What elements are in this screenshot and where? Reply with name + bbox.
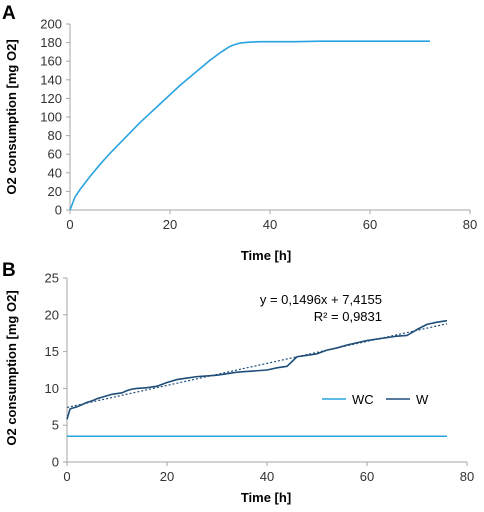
y-axis-title-a: O2 consumption [mg O2] <box>4 39 19 194</box>
r-squared-label: R² = 0,9831 <box>314 309 382 324</box>
x-ticks-b: 0 20 40 60 80 <box>63 462 474 484</box>
y-tick-label: 120 <box>40 91 62 106</box>
trendline-equation: y = 0,1496x + 7,4155 <box>260 292 382 307</box>
y-tick-label: 5 <box>52 418 59 433</box>
y-tick-label: 140 <box>40 72 62 87</box>
y-tick-label: 0 <box>55 203 62 218</box>
legend-label-w: W <box>416 392 429 407</box>
trendline <box>66 323 448 409</box>
axes-a <box>69 24 470 211</box>
x-tick-label: 20 <box>163 217 177 232</box>
plot-area-b <box>66 319 448 438</box>
y-tick-label: 200 <box>40 17 62 32</box>
panel-a: A O2 consumption [mg O2] Time [h] 0 20 40 6… <box>2 3 477 263</box>
y-tick-label: 20 <box>48 184 62 199</box>
x-axis-title-b: Time [h] <box>241 490 291 505</box>
x-tick-label: 0 <box>63 469 70 484</box>
y-axis-title-b: O2 consumption [mg O2] <box>4 290 19 445</box>
y-tick-label: 180 <box>40 35 62 50</box>
y-tick-label: 100 <box>40 110 62 125</box>
x-axis-title-a: Time [h] <box>241 248 291 263</box>
x-tick-label: 20 <box>160 469 174 484</box>
legend-label-wc: WC <box>352 392 374 407</box>
x-ticks-a: 0 20 40 60 80 <box>66 210 477 232</box>
x-tick-label: 40 <box>263 217 277 232</box>
legend: WC W <box>322 392 429 407</box>
y-ticks-b: 0 5 10 15 20 25 <box>45 271 67 470</box>
y-tick-label: 40 <box>48 165 62 180</box>
x-tick-label: 60 <box>360 469 374 484</box>
x-tick-label: 0 <box>66 217 73 232</box>
y-tick-label: 80 <box>48 128 62 143</box>
panel-label-b: B <box>2 260 16 281</box>
y-tick-label: 0 <box>52 455 59 470</box>
series-line-w <box>66 319 448 420</box>
y-tick-label: 60 <box>48 147 62 162</box>
panel-label-a: A <box>2 3 16 24</box>
axes-b <box>66 278 467 463</box>
y-tick-label: 160 <box>40 54 62 69</box>
panel-b: B O2 consumption [mg O2] Time [h] 0 5 10 15… <box>2 260 474 505</box>
series-line-a-0 <box>69 40 430 211</box>
y-ticks-a: 0 20 40 60 80 100 120 140 160 180 200 <box>40 17 70 218</box>
plot-area-a <box>69 40 430 211</box>
x-tick-label: 60 <box>363 217 377 232</box>
y-tick-label: 25 <box>45 271 59 286</box>
x-tick-label: 80 <box>460 469 474 484</box>
x-tick-label: 40 <box>260 469 274 484</box>
y-tick-label: 20 <box>45 307 59 322</box>
x-tick-label: 80 <box>463 217 477 232</box>
y-tick-label: 15 <box>45 344 59 359</box>
y-tick-label: 10 <box>45 381 59 396</box>
